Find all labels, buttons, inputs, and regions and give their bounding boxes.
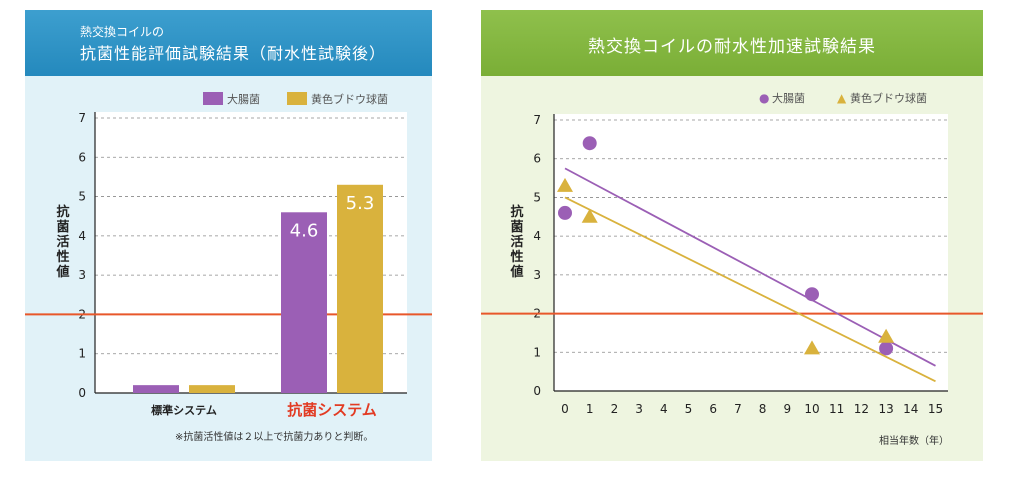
y-tick-label: 7 <box>78 111 86 125</box>
x-tick-label: 8 <box>759 402 767 416</box>
left-header: 熱交換コイルの 抗菌性能評価試験結果（耐水性試験後） <box>25 10 432 76</box>
bar <box>189 385 235 393</box>
y-tick-label: 0 <box>533 384 541 398</box>
bar <box>133 385 179 393</box>
trend-line <box>564 167 936 367</box>
left-header-subtitle: 熱交換コイルの <box>80 25 165 39</box>
left-header-title: 抗菌性能評価試験結果（耐水性試験後） <box>80 44 387 63</box>
legend-swatch <box>287 92 307 105</box>
y-axis-label-char: 性 <box>510 249 523 265</box>
data-point-circle <box>805 287 819 302</box>
x-tick-label: 4 <box>660 402 668 416</box>
data-point-triangle <box>804 340 820 355</box>
legend-label: 黄色ブドウ球菌 <box>311 92 388 106</box>
legend-label: 大腸菌 <box>227 92 260 106</box>
x-tick-label: 7 <box>734 402 742 416</box>
y-axis-label-char: 抗 <box>56 204 69 220</box>
x-tick-label: 12 <box>854 402 869 416</box>
y-tick-label: 1 <box>78 347 86 361</box>
y-axis-label-char: 値 <box>509 264 523 280</box>
bar-value-label: 5.3 <box>346 193 375 214</box>
x-category-label: 標準システム <box>151 403 217 417</box>
legend-label: 大腸菌 <box>772 91 805 105</box>
y-axis-label-char: 活 <box>510 234 523 250</box>
bar <box>337 184 383 393</box>
y-tick-label: 3 <box>78 268 86 282</box>
x-tick-label: 5 <box>685 402 693 416</box>
legend-label: 黄色ブドウ球菌 <box>850 91 927 105</box>
y-tick-label: 4 <box>78 229 86 243</box>
x-tick-label: 3 <box>635 402 643 416</box>
left-footnote: ※抗菌活性値は２以上で抗菌力ありと判断。 <box>175 432 374 443</box>
legend-marker: ▲ <box>837 91 847 105</box>
data-point-triangle <box>581 208 598 223</box>
y-tick-label: 7 <box>533 113 541 127</box>
y-axis-label-char: 抗 <box>510 204 523 220</box>
trend-line <box>564 196 936 383</box>
y-axis-label-char: 性 <box>56 249 69 265</box>
data-point-circle <box>558 205 572 220</box>
bar-value-label: 4.6 <box>290 220 319 241</box>
x-tick-label: 0 <box>561 402 569 416</box>
data-point-triangle <box>557 177 573 192</box>
bar-chart: 01234567抗菌活性値標準システム4.65.3抗菌システム大腸菌黄色ブドウ球… <box>25 92 432 419</box>
data-point-circle <box>582 136 597 151</box>
bar <box>281 212 327 393</box>
x-tick-label: 10 <box>804 402 819 416</box>
y-tick-label: 4 <box>533 229 541 243</box>
y-tick-label: 6 <box>78 150 86 164</box>
right-header: 熱交換コイルの耐水性加速試験結果 <box>481 10 983 76</box>
x-tick-label: 6 <box>709 402 717 416</box>
legend-marker: ● <box>759 91 769 105</box>
y-axis-label-char: 活 <box>56 234 69 250</box>
right-xaxis-label: 相当年数（年） <box>879 436 949 447</box>
scatter-chart: 012345670123456789101112131415抗菌活性値●大腸菌▲… <box>481 91 983 416</box>
data-point-circle <box>879 341 894 356</box>
right-header-title: 熱交換コイルの耐水性加速試験結果 <box>588 37 876 57</box>
left-chart-panel: 熱交換コイルの 抗菌性能評価試験結果（耐水性試験後） 01234567抗菌活性値… <box>25 10 432 461</box>
legend-swatch <box>203 92 223 105</box>
y-axis-label-char: 菌 <box>510 219 523 235</box>
y-tick-label: 5 <box>533 190 541 204</box>
data-point-triangle <box>878 328 895 343</box>
y-tick-label: 0 <box>78 386 86 400</box>
x-tick-label: 15 <box>928 402 943 416</box>
y-tick-label: 6 <box>533 152 541 166</box>
x-tick-label: 2 <box>611 402 619 416</box>
x-category-label: 抗菌システム <box>287 401 377 419</box>
y-tick-label: 3 <box>533 268 541 282</box>
y-tick-label: 1 <box>533 345 541 359</box>
x-tick-label: 13 <box>878 402 893 416</box>
y-axis-label-char: 菌 <box>56 219 69 235</box>
right-chart-panel: 熱交換コイルの耐水性加速試験結果 01234567012345678910111… <box>481 10 983 461</box>
y-tick-label: 5 <box>78 190 86 204</box>
x-tick-label: 1 <box>586 402 594 416</box>
y-axis-label-char: 値 <box>55 264 69 280</box>
x-tick-label: 9 <box>783 402 791 416</box>
x-tick-label: 11 <box>829 402 844 416</box>
x-tick-label: 14 <box>903 402 918 416</box>
